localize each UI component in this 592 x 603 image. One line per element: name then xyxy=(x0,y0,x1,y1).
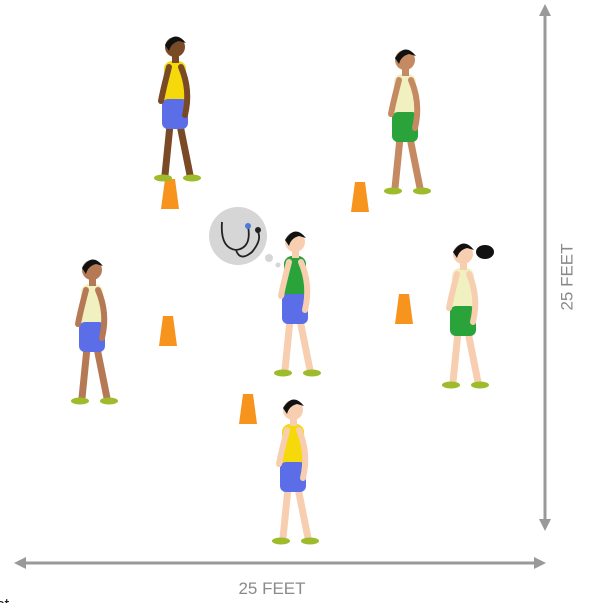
person xyxy=(71,259,118,404)
leg xyxy=(285,320,290,370)
leg xyxy=(82,348,87,398)
shoe xyxy=(100,398,118,405)
thought-bubble xyxy=(209,207,281,268)
cone xyxy=(161,179,179,209)
stethoscope-head xyxy=(255,227,261,233)
shoe xyxy=(413,188,431,195)
shoe xyxy=(154,175,172,182)
person xyxy=(274,231,321,376)
person xyxy=(384,49,431,194)
leg xyxy=(395,138,400,188)
width-label: 25 FEET xyxy=(238,579,305,598)
leg xyxy=(298,488,308,538)
shoe xyxy=(272,538,290,545)
height-label: 25 FEET xyxy=(557,243,576,310)
shoe xyxy=(71,398,89,405)
ponytail xyxy=(476,245,494,259)
cone xyxy=(239,394,257,424)
leg xyxy=(468,332,478,382)
leg xyxy=(453,332,458,382)
person xyxy=(154,36,201,181)
leg xyxy=(283,488,288,538)
shoe xyxy=(301,538,319,545)
leg xyxy=(300,320,310,370)
shoe xyxy=(303,370,321,377)
shoe xyxy=(274,370,292,377)
shoe xyxy=(471,382,489,389)
cone xyxy=(159,316,177,346)
shoe xyxy=(442,382,460,389)
person xyxy=(272,399,319,544)
cone xyxy=(395,294,413,324)
bubble-dot xyxy=(265,254,273,262)
person xyxy=(442,243,494,388)
field-diagram: 25 FEET 25 FEET st xyxy=(0,0,592,603)
cone xyxy=(351,182,369,212)
bubble-dot xyxy=(276,263,281,268)
shoe xyxy=(384,188,402,195)
leg xyxy=(410,138,420,188)
leg xyxy=(165,125,170,175)
shoe xyxy=(183,175,201,182)
leg xyxy=(180,125,190,175)
stethoscope-tip xyxy=(245,223,251,229)
cropped-text: st xyxy=(0,595,10,603)
leg xyxy=(97,348,107,398)
